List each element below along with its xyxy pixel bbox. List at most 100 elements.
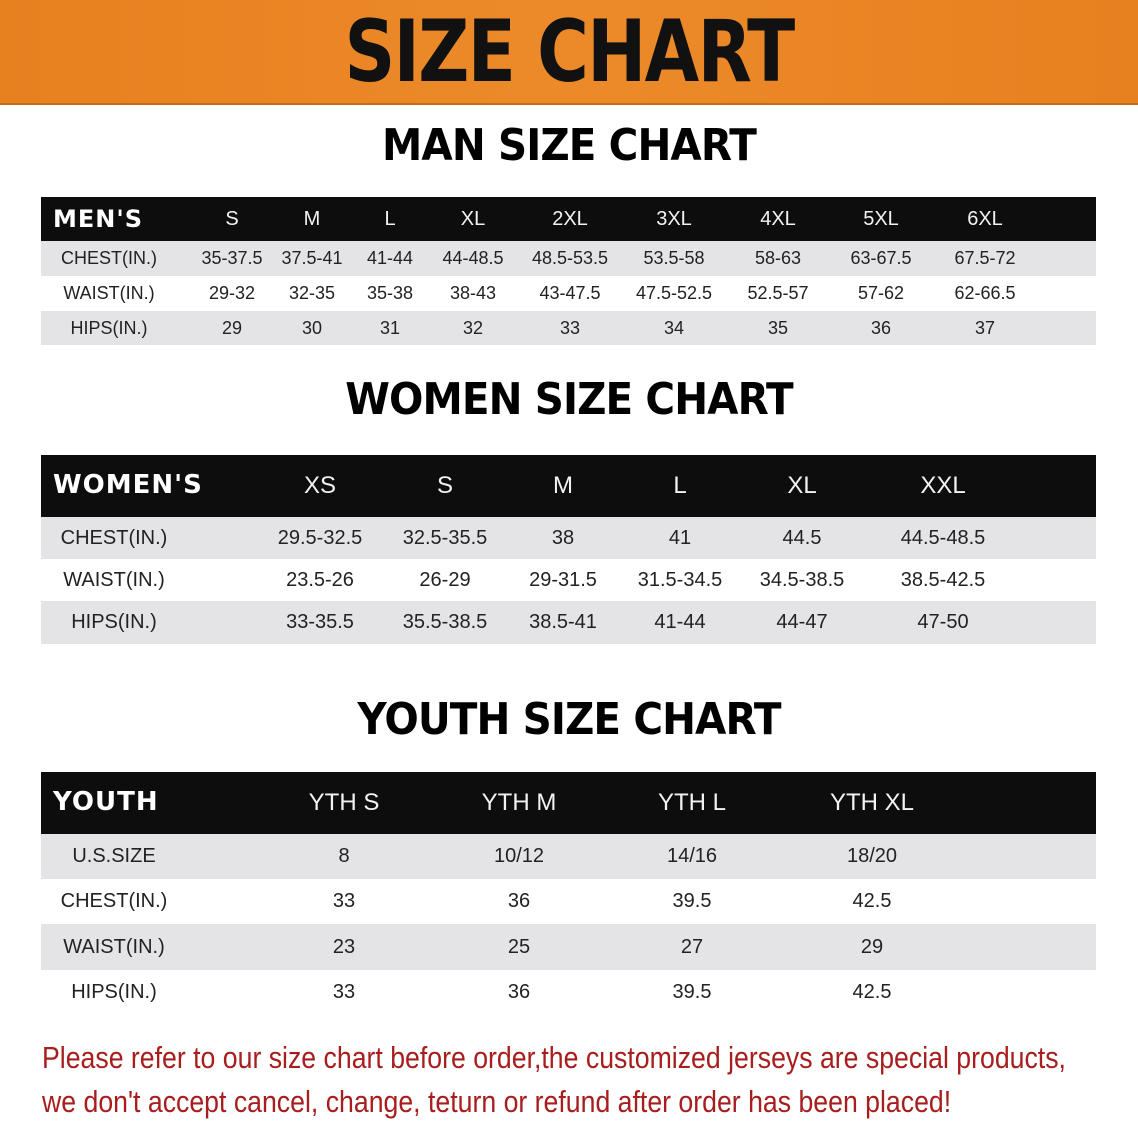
youth-size-header: YTH L: [657, 789, 727, 817]
men-table-row: HIPS(IN.) 29 30 31 32 33 34 35 36 37: [41, 311, 1096, 345]
women-table-cell: 26-29: [419, 568, 471, 591]
youth-table-cell: 36: [507, 890, 531, 912]
youth-table-row: WAIST(IN.) 23 25 27 29: [41, 924, 1096, 970]
men-size-header: M: [303, 207, 321, 230]
women-table-cell: 41: [668, 526, 692, 549]
men-table-cell: 47.5-52.5: [635, 283, 713, 304]
youth-table-cell: 8: [338, 845, 350, 867]
youth-table-cell: 25: [507, 935, 531, 958]
men-table-cell: 35-38: [366, 283, 414, 304]
youth-table-cell: 27: [680, 935, 704, 958]
youth-header-row: YOUTH YTH S YTH M YTH L YTH XL: [41, 772, 1096, 834]
men-table-cell: 63-67.5: [850, 248, 912, 269]
women-table-cell: 23.5-26: [286, 568, 354, 591]
men-table-cell: 29: [221, 317, 243, 338]
men-table-cell: 57-62: [857, 283, 905, 304]
youth-table-cell: 39.5: [672, 890, 712, 912]
youth-table-cell: 14/16: [666, 845, 718, 867]
men-table-cell: 31: [379, 317, 401, 338]
men-table-row: CHEST(IN.) 35-37.5 37.5-41 41-44 44-48.5 48.5…: [41, 241, 1096, 276]
women-table-cell: 35.5-38.5: [402, 611, 488, 633]
men-table-cell: 36: [870, 317, 892, 338]
men-table-cell: 67.5-72: [954, 248, 1016, 269]
men-size-header: 3XL: [656, 207, 692, 230]
youth-table-cell: 23: [332, 935, 356, 958]
men-table-cell: 32-35: [288, 283, 336, 304]
women-row-label: CHEST(IN.): [60, 526, 168, 549]
youth-size-header: YTH S: [308, 789, 380, 817]
women-row-label: HIPS(IN.): [71, 611, 157, 633]
women-table-cell: 34.5-38.5: [759, 568, 845, 591]
women-header-row: WOMEN'S XS S M L XL XXL: [41, 455, 1096, 517]
men-table-cell: 62-66.5: [954, 283, 1016, 304]
men-table-cell: 35: [767, 317, 789, 338]
men-table-cell: 41-44: [366, 248, 414, 269]
men-size-header: 2XL: [552, 207, 588, 230]
women-table-cell: 38: [551, 526, 575, 549]
youth-table-cell: 33: [332, 981, 356, 1003]
youth-size-header: YTH XL: [829, 789, 915, 817]
men-size-header: S: [225, 207, 239, 230]
women-table-cell: 29-31.5: [529, 568, 597, 591]
order-notice: Please refer to our size chart before or…: [42, 1036, 1138, 1124]
men-table-row: WAIST(IN.) 29-32 32-35 35-38 38-43 43-47.5 47.…: [41, 276, 1096, 311]
women-table-cell: 44.5: [782, 526, 822, 549]
women-section-title: WOMEN SIZE CHART: [345, 374, 793, 425]
men-size-table: MEN'S S M L XL 2XL 3XL 4XL 5XL 6XL CHEST(IN.) 35-37…: [41, 197, 1096, 345]
men-header-row: MEN'S S M L XL 2XL 3XL 4XL 5XL 6XL: [41, 197, 1096, 241]
youth-table-cell: 33: [332, 890, 356, 912]
youth-table-cell: 29: [860, 935, 884, 958]
youth-table-cell: 42.5: [852, 890, 892, 912]
youth-size-table: YOUTH YTH S YTH M YTH L YTH XL U.S.SIZE 8 10/12…: [41, 772, 1096, 1015]
men-table-cell: 34: [663, 317, 685, 338]
youth-row-label: U.S.SIZE: [72, 845, 156, 867]
youth-header-label: YOUTH: [53, 787, 159, 818]
men-row-label: CHEST(IN.): [61, 248, 157, 269]
women-table-cell: 44.5-48.5: [900, 526, 986, 549]
banner-title: SIZE CHART: [344, 2, 795, 102]
men-table-cell: 35-37.5: [201, 248, 263, 269]
youth-table-cell: 39.5: [672, 981, 712, 1003]
youth-table-row: CHEST(IN.) 33 36 39.5 42.5: [41, 879, 1096, 924]
youth-row-label: HIPS(IN.): [71, 981, 157, 1003]
women-table-cell: 32.5-35.5: [402, 526, 488, 549]
youth-table-cell: 18/20: [846, 845, 898, 867]
youth-row-label: WAIST(IN.): [63, 935, 165, 958]
women-table-row: WAIST(IN.) 23.5-26 26-29 29-31.5 31.5-34.5 34…: [41, 559, 1096, 601]
women-table-cell: 38.5-42.5: [900, 568, 986, 591]
order-notice-line-1: Please refer to our size chart before or…: [42, 1040, 1066, 1075]
women-size-header: XXL: [920, 472, 966, 500]
women-table-row: HIPS(IN.) 33-35.5 35.5-38.5 38.5-41 41-44 44-…: [41, 601, 1096, 644]
women-size-header: L: [673, 472, 687, 500]
women-table-cell: 31.5-34.5: [637, 568, 723, 591]
men-size-header: 4XL: [760, 207, 796, 230]
men-table-cell: 32: [462, 317, 484, 338]
women-table-cell: 29.5-32.5: [277, 526, 363, 549]
men-table-cell: 29-32: [208, 283, 256, 304]
youth-table-cell: 42.5: [852, 981, 892, 1003]
order-notice-line-2: we don't accept cancel, change, teturn o…: [42, 1084, 952, 1119]
men-size-header: 5XL: [863, 207, 899, 230]
women-table-cell: 38.5-41: [529, 611, 597, 633]
women-size-header: M: [553, 472, 573, 500]
youth-table-cell: 36: [507, 981, 531, 1003]
women-table-cell: 41-44: [654, 611, 706, 633]
men-size-header: XL: [460, 207, 486, 230]
men-table-cell: 53.5-58: [643, 248, 705, 269]
men-table-cell: 58-63: [754, 248, 802, 269]
women-size-header: XS: [303, 472, 337, 500]
women-size-header: S: [436, 472, 454, 500]
women-header-label: WOMEN'S: [53, 470, 203, 501]
men-table-cell: 52.5-57: [747, 283, 809, 304]
women-table-cell: 44-47: [776, 611, 828, 633]
men-row-label: WAIST(IN.): [63, 283, 155, 304]
youth-size-header: YTH M: [481, 789, 557, 817]
youth-row-label: CHEST(IN.): [60, 890, 168, 912]
men-table-cell: 43-47.5: [539, 283, 601, 304]
men-section-title: MAN SIZE CHART: [382, 120, 757, 171]
women-table-cell: 33-35.5: [286, 611, 354, 633]
men-header-label: MEN'S: [53, 204, 143, 233]
men-size-header: 6XL: [967, 207, 1003, 230]
men-table-cell: 44-48.5: [442, 248, 504, 269]
youth-table-row: HIPS(IN.) 33 36 39.5 42.5: [41, 970, 1096, 1015]
